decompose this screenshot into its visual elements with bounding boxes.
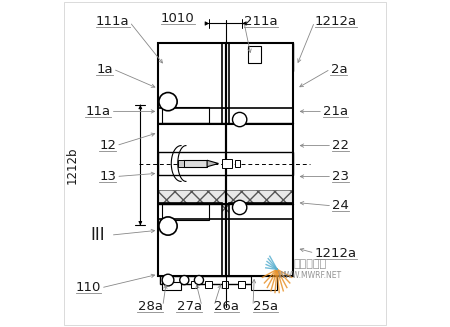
- Text: 110: 110: [76, 281, 101, 294]
- Circle shape: [233, 200, 247, 215]
- Text: 2a: 2a: [331, 62, 347, 76]
- Bar: [158, 43, 225, 276]
- Bar: [222, 159, 231, 168]
- Bar: [162, 107, 209, 123]
- Text: 211a: 211a: [244, 15, 278, 28]
- Bar: [251, 276, 277, 290]
- Bar: [206, 281, 212, 288]
- Text: 1a: 1a: [96, 62, 113, 76]
- Text: 23: 23: [332, 170, 349, 183]
- Bar: [158, 202, 222, 276]
- Circle shape: [159, 93, 177, 111]
- Bar: [158, 190, 225, 219]
- Bar: [162, 282, 181, 290]
- Bar: [235, 160, 240, 167]
- Text: WWW.MWRF.NET: WWW.MWRF.NET: [278, 271, 342, 280]
- Bar: [248, 46, 261, 62]
- Text: 28a: 28a: [138, 300, 162, 313]
- Circle shape: [194, 276, 203, 284]
- Text: 21a: 21a: [323, 105, 348, 118]
- Text: 微波射频网: 微波射频网: [293, 259, 326, 269]
- Text: 1212a: 1212a: [315, 15, 357, 28]
- Text: 22: 22: [332, 139, 349, 152]
- Bar: [280, 43, 293, 71]
- Text: 1212b: 1212b: [65, 146, 78, 184]
- Bar: [238, 281, 244, 288]
- Circle shape: [180, 276, 189, 284]
- Bar: [244, 43, 293, 66]
- Text: 25a: 25a: [253, 300, 278, 313]
- Bar: [222, 281, 228, 288]
- Circle shape: [162, 274, 174, 286]
- Bar: [158, 43, 171, 71]
- Text: 13: 13: [99, 170, 116, 183]
- Bar: [162, 204, 209, 220]
- Text: III: III: [91, 226, 105, 244]
- Bar: [225, 43, 293, 276]
- Circle shape: [233, 112, 247, 127]
- Text: 1212a: 1212a: [315, 247, 357, 260]
- Bar: [225, 190, 293, 219]
- Text: 111a: 111a: [96, 15, 130, 28]
- Bar: [229, 43, 293, 125]
- Bar: [158, 43, 222, 125]
- Text: 24: 24: [332, 199, 349, 212]
- Text: 27a: 27a: [176, 300, 202, 313]
- Text: 11a: 11a: [86, 105, 111, 118]
- Bar: [160, 276, 261, 284]
- Text: 1010: 1010: [161, 12, 195, 25]
- Text: 12: 12: [99, 139, 116, 152]
- Circle shape: [159, 217, 177, 235]
- Bar: [158, 152, 293, 175]
- Polygon shape: [207, 160, 219, 167]
- Bar: [191, 281, 197, 288]
- Bar: [183, 160, 207, 167]
- Bar: [229, 202, 293, 276]
- Bar: [178, 160, 184, 167]
- Text: 26a: 26a: [214, 300, 239, 313]
